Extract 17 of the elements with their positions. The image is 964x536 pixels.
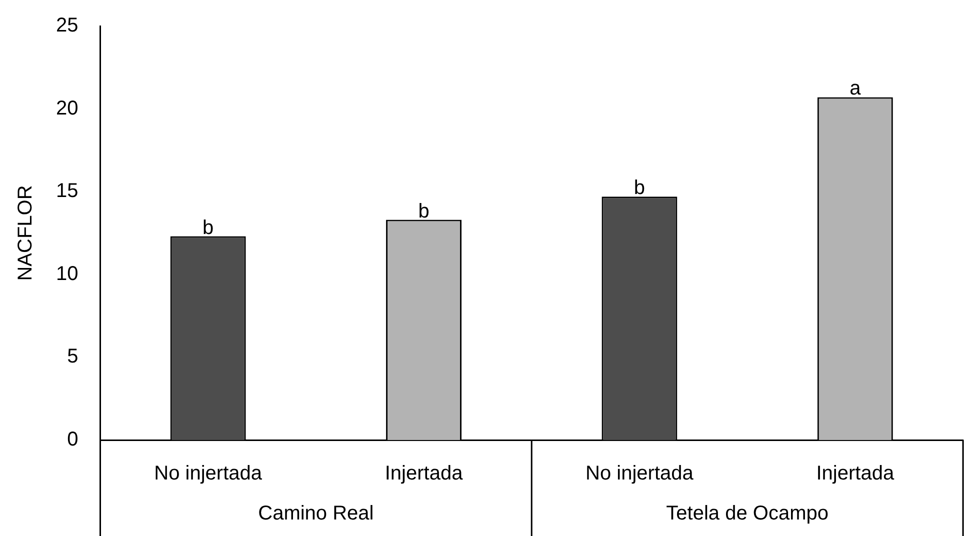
- y-tick-label: 5: [67, 346, 78, 368]
- data-label: a: [850, 78, 862, 100]
- y-tick-label: 15: [56, 180, 78, 202]
- x-tick-label: No injertada: [586, 462, 694, 485]
- x-tick-label: Injertada: [816, 462, 895, 485]
- text: Tetela de Ocampo: [666, 502, 828, 525]
- data-label: b: [202, 216, 214, 239]
- data-label: b: [418, 200, 430, 222]
- y-tick-label: 25: [56, 14, 78, 37]
- y-tick-label: 0: [67, 428, 78, 451]
- y-axis-title: NACFLOR: [14, 185, 37, 281]
- text: Camino Real: [258, 502, 374, 525]
- x-tick-label: No injertada: [154, 462, 263, 485]
- x-tick-label: Injertada: [384, 462, 464, 485]
- data-label: b: [634, 177, 646, 200]
- y-tick-label: 10: [56, 262, 78, 285]
- y-tick-label: 20: [56, 97, 78, 120]
